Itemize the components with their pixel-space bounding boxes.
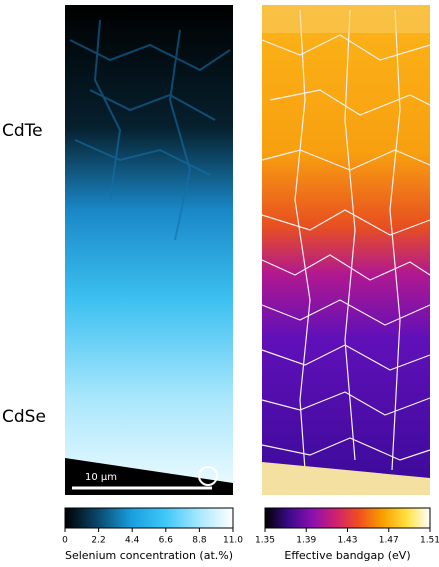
region-label: CdTe: [2, 121, 43, 141]
tick-label: 1.47: [379, 536, 399, 546]
colorbar-label: Effective bandgap (eV): [284, 549, 410, 562]
tick-label: 0: [62, 536, 68, 546]
tick-label: 2.2: [91, 536, 105, 546]
bandgap-map: [262, 5, 430, 495]
colorbar: [65, 508, 233, 528]
tick-label: 6.6: [159, 536, 174, 546]
edge-noise: [262, 5, 430, 33]
tick-label: 1.35: [255, 536, 275, 546]
tick-label: 1.39: [296, 536, 316, 546]
tick-label: 8.8: [192, 536, 207, 546]
scale-bar-label: 10 µm: [85, 472, 117, 483]
selenium-map: [65, 5, 233, 495]
figure: 10 µm CdTe CdSe 0 2.2 4.4 6.6 8.8 11.0 Seleniu…: [0, 0, 439, 563]
region-label: CdSe: [2, 407, 46, 427]
tick-label: 11.0: [223, 536, 243, 546]
colorbar-label: Selenium concentration (at.%): [65, 549, 233, 562]
tick-label: 4.4: [125, 536, 140, 546]
tick-label: 1.51: [420, 536, 439, 546]
tick-label: 1.43: [337, 536, 357, 546]
colorbar: [265, 508, 430, 528]
